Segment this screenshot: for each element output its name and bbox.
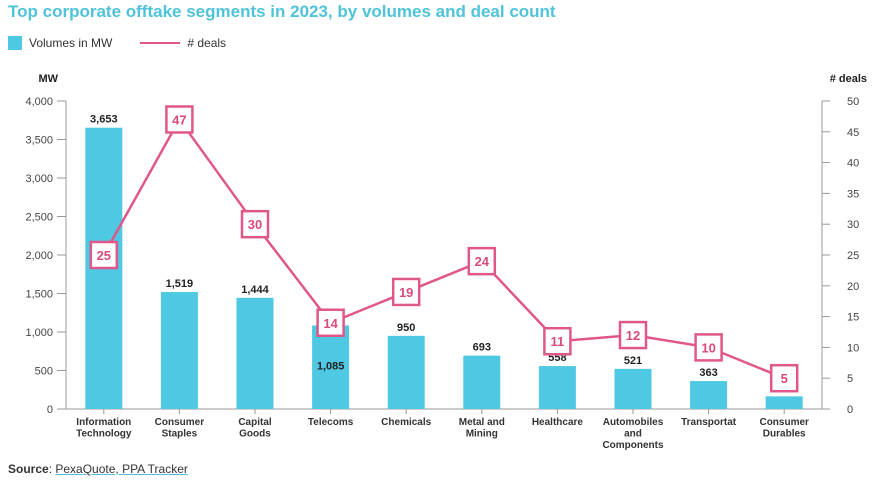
deals-point [618, 320, 648, 350]
bar-volume [538, 366, 576, 409]
deals-point [694, 333, 723, 362]
y-tick-right: 10 [847, 342, 859, 354]
deals-value-label: 11 [551, 334, 565, 349]
bar-value-label: 521 [624, 355, 642, 367]
bar-value-label: 1,444 [241, 284, 269, 296]
x-tick-label: Components [602, 440, 664, 451]
legend: Volumes in MW # deals [8, 36, 226, 50]
y-tick-right: 35 [847, 188, 859, 200]
x-tick-label: Goods [239, 429, 271, 440]
legend-deals-label: # deals [187, 36, 227, 50]
deals-value-label: 24 [475, 254, 490, 269]
y-tick-left: 1,500 [25, 289, 53, 301]
deals-value-label: 10 [701, 340, 715, 355]
bar-value-label: 693 [473, 342, 491, 354]
x-tick-label: Metal and [459, 417, 505, 428]
deals-value-label: 19 [399, 285, 413, 300]
bar-volume [463, 355, 501, 409]
deals-point [165, 105, 194, 134]
x-tick-label: Mining [466, 429, 498, 440]
y-tick-left: 500 [35, 366, 53, 378]
y-tick-left: 3,000 [25, 173, 53, 185]
x-tick-label: Technology [76, 429, 132, 440]
source-note: Source: PexaQuote, PPA Tracker [8, 462, 188, 476]
legend-deals-swatch [140, 42, 181, 44]
x-tick-label: Transportat [681, 417, 737, 428]
deals-value-label: 47 [172, 112, 186, 127]
y-tick-right: 5 [847, 373, 853, 385]
bar-volume [236, 297, 274, 409]
source-text[interactable]: PexaQuote, PPA Tracker [55, 462, 188, 476]
deals-point [89, 240, 119, 270]
y-axis-left-title: MW [38, 73, 58, 85]
x-tick-label: Telecoms [308, 417, 354, 428]
x-tick-label: Automobiles [603, 417, 664, 428]
y-tick-left: 2,500 [25, 212, 53, 224]
bar-value-label: 3,653 [90, 114, 118, 126]
y-tick-left: 4,000 [25, 96, 53, 108]
chart-title: Top corporate offtake segments in 2023, … [8, 2, 556, 21]
deals-value-label: 25 [97, 248, 111, 263]
deals-point [769, 363, 799, 393]
bar-volume [765, 396, 803, 409]
bar-value-label: 1,085 [317, 360, 345, 372]
x-tick-label: Healthcare [532, 417, 584, 428]
y-tick-right: 40 [847, 158, 859, 170]
y-tick-right: 25 [847, 250, 859, 262]
y-axis-right-title: # deals [830, 73, 867, 85]
y-tick-right: 0 [847, 404, 853, 416]
x-tick-label: Information [76, 417, 131, 428]
y-tick-left: 2,000 [25, 250, 53, 262]
y-tick-right: 15 [847, 312, 859, 324]
deals-point [467, 246, 497, 276]
y-tick-right: 45 [847, 127, 859, 139]
deals-point [240, 209, 270, 239]
bar-value-label: 1,519 [166, 278, 194, 290]
x-tick-label: Durables [763, 429, 806, 440]
y-tick-left: 0 [47, 404, 53, 416]
deals-point [543, 326, 572, 356]
deals-value-label: 30 [248, 217, 262, 232]
legend-volumes-label: Volumes in MW [29, 36, 113, 50]
x-tick-label: and [624, 429, 642, 440]
y-tick-left: 3,500 [25, 135, 53, 147]
bar-volume [312, 325, 350, 409]
legend-volumes-swatch [8, 36, 22, 50]
deals-value-label: 12 [626, 328, 640, 343]
bar-value-label: 950 [397, 322, 415, 334]
deals-value-label: 14 [323, 316, 338, 331]
bar-volume [614, 368, 652, 409]
chart-area: MW # deals05001,0001,5002,0002,5003,0003,… [25, 73, 867, 451]
y-tick-right: 30 [847, 219, 859, 231]
bar-volume [387, 335, 425, 409]
x-tick-label: Consumer [759, 417, 809, 428]
x-tick-label: Consumer [155, 417, 205, 428]
x-tick-label: Chemicals [381, 417, 431, 428]
x-tick-label: Staples [162, 429, 198, 440]
y-tick-right: 20 [847, 281, 859, 293]
source-label: Source [8, 462, 49, 476]
y-tick-left: 1,000 [25, 327, 53, 339]
x-tick-label: Capital [238, 417, 272, 428]
bar-value-label: 363 [699, 367, 717, 379]
bar-volume [160, 292, 198, 409]
deals-point [391, 277, 421, 307]
y-tick-right: 50 [847, 96, 859, 108]
deals-value-label: 5 [781, 371, 788, 386]
bar-volume [690, 381, 728, 409]
deals-line [102, 118, 785, 380]
deals-point [316, 308, 345, 338]
